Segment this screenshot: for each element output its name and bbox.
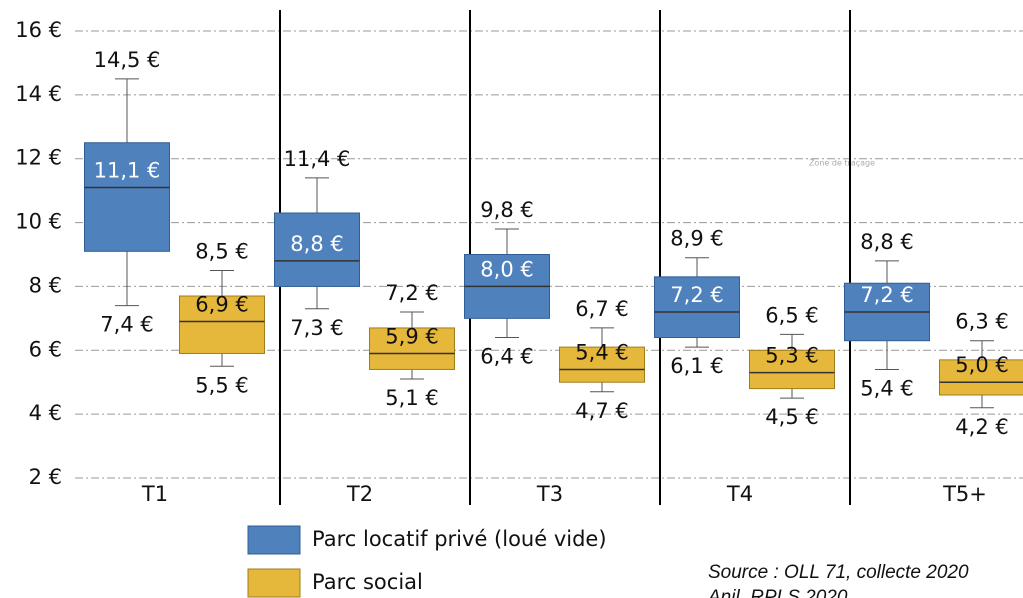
legend-label: Parc social	[312, 570, 423, 594]
max-label: 6,5 €	[765, 303, 818, 327]
median-label: 7,2 €	[670, 283, 723, 307]
min-label: 4,2 €	[955, 415, 1008, 439]
max-label: 14,5 €	[94, 48, 161, 72]
x-tick-label: T2	[346, 482, 373, 506]
min-label: 5,1 €	[385, 386, 438, 410]
median-label: 6,9 €	[195, 293, 248, 317]
median-label: 5,3 €	[765, 344, 818, 368]
box	[939, 359, 1023, 396]
y-tick-label: 6 €	[29, 337, 62, 361]
x-tick-label: T4	[726, 482, 753, 506]
y-tick-label: 14 €	[15, 82, 62, 106]
legend-swatch	[247, 568, 301, 598]
median-label: 8,0 €	[480, 257, 533, 281]
min-label: 5,5 €	[195, 373, 248, 397]
tooltip: Zone de traçage	[809, 159, 875, 168]
max-label: 11,4 €	[284, 147, 351, 171]
box	[749, 349, 835, 390]
box	[654, 276, 740, 339]
y-tick-label: 10 €	[15, 210, 62, 234]
box	[274, 212, 360, 287]
x-tick-label: T5+	[942, 482, 987, 506]
box	[369, 327, 455, 370]
x-tick-label: T1	[141, 482, 168, 506]
legend-label: Parc locatif privé (loué vide)	[312, 527, 607, 551]
min-label: 4,7 €	[575, 399, 628, 423]
box	[559, 346, 645, 383]
y-tick-label: 12 €	[15, 146, 62, 170]
max-label: 8,8 €	[860, 230, 913, 254]
median-label: 5,9 €	[385, 324, 438, 348]
source: Anil, RPLS 2020	[707, 587, 848, 598]
y-tick-label: 8 €	[29, 273, 62, 297]
max-label: 6,3 €	[955, 310, 1008, 334]
median-label: 7,2 €	[860, 283, 913, 307]
min-label: 7,3 €	[290, 316, 343, 340]
box	[84, 142, 170, 252]
max-label: 6,7 €	[575, 297, 628, 321]
legend-swatch	[247, 525, 301, 555]
median-label: 8,8 €	[290, 232, 343, 256]
min-label: 4,5 €	[765, 405, 818, 429]
median-label: 5,0 €	[955, 353, 1008, 377]
min-label: 7,4 €	[100, 313, 153, 337]
source: Source : OLL 71, collecte 2020	[708, 562, 969, 583]
min-label: 5,4 €	[860, 376, 913, 400]
max-label: 8,5 €	[195, 239, 248, 263]
min-label: 6,4 €	[480, 345, 533, 369]
max-label: 7,2 €	[385, 281, 438, 305]
min-label: 6,1 €	[670, 354, 723, 378]
y-tick-label: 4 €	[29, 401, 62, 425]
max-label: 8,9 €	[670, 227, 723, 251]
max-label: 9,8 €	[480, 198, 533, 222]
y-tick-label: 16 €	[15, 18, 62, 42]
x-tick-label: T3	[536, 482, 563, 506]
median-label: 5,4 €	[575, 340, 628, 364]
y-tick-label: 2 €	[29, 465, 62, 489]
median-label: 11,1 €	[94, 158, 161, 182]
box	[179, 295, 265, 354]
